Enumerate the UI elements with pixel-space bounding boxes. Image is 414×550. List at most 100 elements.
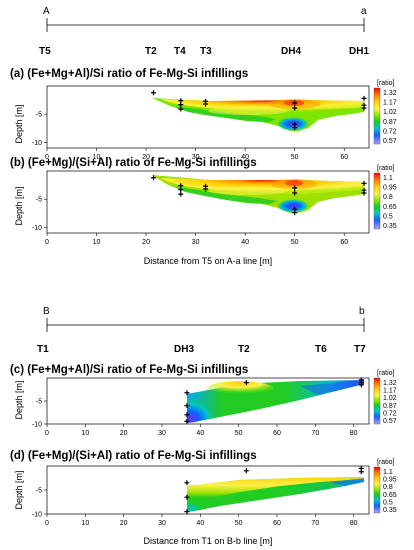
y-tick-label-c: -10 (32, 422, 42, 429)
x-tick-label-d: 60 (273, 520, 281, 527)
sample-point (292, 190, 298, 196)
x-tick-label-a: 30 (192, 154, 200, 161)
colorbar-title: [ratio] (377, 370, 395, 377)
sample-point (243, 380, 249, 386)
colorbar-tick-label: 0.8 (383, 194, 393, 201)
x-tick-label-b: 0 (45, 239, 49, 246)
panel-b: (b) (Fe+Mg)/(Si+Al) ratio of Fe-Mg-Si in… (10, 157, 370, 266)
x-tick-label-b: 60 (340, 239, 348, 246)
colorbar-tick-label: 1.1 (383, 469, 393, 476)
x-tick-label-b: 10 (93, 239, 101, 246)
x-tick-label-d: 40 (196, 520, 204, 527)
panel-b-xlabel: Distance from T5 on A-a line [m] (144, 256, 272, 266)
y-tick-label-d: -10 (32, 512, 42, 519)
sample-point (178, 102, 184, 108)
x-tick-label-a: 10 (93, 154, 101, 161)
x-tick-label-b: 20 (142, 239, 150, 246)
colorbar-tick-label: 1.17 (383, 100, 397, 107)
x-tick-label-c: 0 (45, 430, 49, 437)
colorbar-title: [ratio] (377, 165, 395, 172)
colorbar-title: [ratio] (377, 80, 395, 87)
colorbar-tick-label: 0.95 (383, 185, 397, 192)
sample-point (178, 191, 184, 197)
borehole-label-dh4: DH4 (281, 46, 301, 57)
panel-c-ylabel: Depth [m] (14, 380, 24, 419)
sample-point (178, 106, 184, 112)
sample-point (151, 90, 157, 96)
panel-a-ylabel: Depth [m] (14, 104, 24, 143)
x-tick-label-a: 40 (241, 154, 249, 161)
x-tick-label-c: 50 (235, 430, 243, 437)
y-tick-label-a: -10 (32, 140, 42, 147)
colorbar-tick-label: 0.72 (383, 128, 397, 135)
sample-point (203, 186, 209, 192)
panel-a: (a) (Fe+Mg+Al)/Si ratio of Fe-Mg-Si infi… (10, 68, 370, 149)
panel-a-frame (46, 85, 370, 149)
colorbar-tick-label: 1.32 (383, 90, 397, 97)
y-tick-label-b: -5 (36, 197, 42, 204)
sample-point (184, 494, 190, 500)
colorbar-tick-label: 1.17 (383, 388, 397, 395)
panel-d-contour (187, 477, 364, 512)
sample-point (203, 101, 209, 107)
x-tick-label-b: 40 (241, 239, 249, 246)
colorbar-tick-label: 1.1 (383, 175, 393, 182)
colorbar (373, 172, 381, 230)
sample-point (184, 418, 190, 424)
colorbar-tick-label: 0.57 (383, 418, 397, 425)
sample-point (184, 390, 190, 396)
sample-point (292, 100, 298, 106)
colorbar-tick-label: 0.57 (383, 138, 397, 145)
sample-point (292, 125, 298, 131)
colorbar-tick-label: 0.65 (383, 492, 397, 499)
x-tick-label-d: 80 (350, 520, 358, 527)
panel-c-title: (c) (Fe+Mg+Al)/Si ratio of Fe-Mg-Si infi… (10, 364, 248, 376)
panel-a-contour (152, 98, 364, 131)
colorbar-tick-label: 0.35 (383, 223, 397, 230)
section-end-label: b (359, 306, 365, 317)
x-tick-label-b: 30 (192, 239, 200, 246)
sample-point (184, 403, 190, 409)
x-tick-label-c: 60 (273, 430, 281, 437)
panel-d-xlabel: Distance from T1 on B-b line [m] (144, 536, 273, 546)
panel-c-contour (187, 380, 364, 423)
borehole-label-t2: T2 (145, 46, 157, 57)
x-tick-label-c: 30 (158, 430, 166, 437)
sample-point (292, 185, 298, 191)
x-tick-label-a: 50 (291, 154, 299, 161)
borehole-label-t4: T4 (174, 46, 186, 57)
sample-point (292, 210, 298, 216)
borehole-label-t7: T7 (354, 344, 366, 355)
colorbar-tick-label: 1.32 (383, 380, 397, 387)
sample-point (178, 187, 184, 193)
x-tick-label-d: 70 (311, 520, 319, 527)
section-line-b: B b T1 DH3 T2 T6 T7 (37, 306, 366, 355)
colorbar-tick-label: 0.87 (383, 403, 397, 410)
x-tick-label-d: 10 (81, 520, 89, 527)
sample-point (292, 105, 298, 111)
panel-d-ylabel: Depth [m] (14, 470, 24, 509)
sample-point (358, 469, 364, 475)
panel-b-title: (b) (Fe+Mg)/(Si+Al) ratio of Fe-Mg-Si in… (10, 157, 257, 169)
colorbar-tick-label: 0.72 (383, 410, 397, 417)
x-tick-label-c: 20 (120, 430, 128, 437)
sample-point (361, 95, 367, 101)
y-tick-label-c: -5 (36, 399, 42, 406)
sample-point (361, 190, 367, 196)
x-tick-label-c: 80 (350, 430, 358, 437)
colorbar-tick-label: 0.5 (383, 213, 393, 220)
x-tick-label-c: 70 (311, 430, 319, 437)
panel-b-ylabel: Depth [m] (14, 186, 24, 225)
y-tick-label-d: -5 (36, 488, 42, 495)
x-tick-label-a: 20 (142, 154, 150, 161)
section-start-label: A (43, 6, 50, 17)
x-tick-label-d: 0 (45, 520, 49, 527)
sample-point (243, 468, 249, 474)
borehole-label-t6: T6 (315, 344, 327, 355)
colorbar (373, 466, 381, 514)
colorbar-tick-label: 0.35 (383, 507, 397, 514)
panel-c: (c) (Fe+Mg+Al)/Si ratio of Fe-Mg-Si infi… (10, 364, 370, 425)
borehole-label-t3: T3 (200, 46, 212, 57)
borehole-label-t5: T5 (39, 46, 51, 57)
